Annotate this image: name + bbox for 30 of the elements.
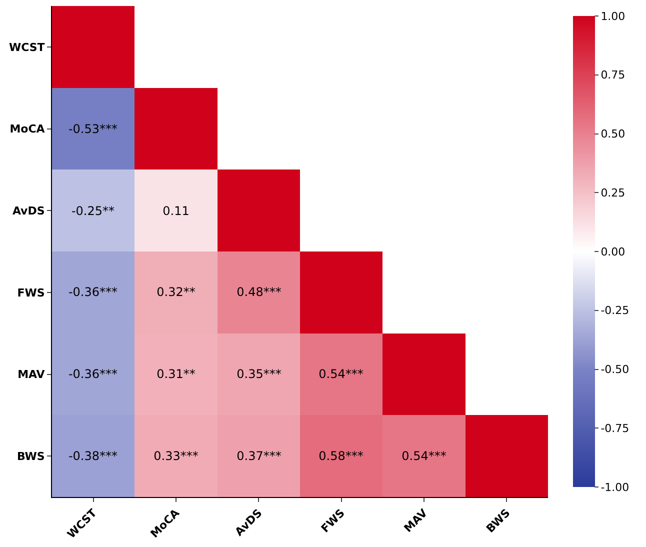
data-label: -0.53*** bbox=[68, 122, 118, 136]
data-label: 0.11 bbox=[162, 204, 190, 218]
y-tick-label: MoCA bbox=[10, 122, 46, 136]
color-bar-label: 0.25 bbox=[600, 186, 626, 200]
data-label: 0.31** bbox=[156, 367, 196, 382]
data-label: -0.38*** bbox=[68, 449, 118, 464]
color-bar-label: 0.50 bbox=[600, 128, 626, 141]
data-label: 0.37*** bbox=[236, 449, 282, 464]
data-label: 0.54*** bbox=[402, 449, 446, 464]
y-tick-label: MAV bbox=[18, 368, 46, 382]
data-label: -0.25** bbox=[71, 204, 115, 218]
data-label: 0.54*** bbox=[318, 367, 364, 382]
color-bar-label: 0.00 bbox=[600, 245, 626, 258]
data-label: 0.33*** bbox=[154, 449, 198, 464]
color-bar-label: -0.50 bbox=[600, 363, 630, 376]
data-label: 0.35*** bbox=[236, 367, 282, 382]
color-bar-label: -1.00 bbox=[600, 480, 630, 494]
color-bar-label: -0.25 bbox=[600, 304, 630, 318]
color-bar-label: 1.00 bbox=[600, 10, 626, 23]
data-label: 0.32** bbox=[156, 285, 196, 300]
y-tick-label: BWS bbox=[16, 450, 45, 463]
data-label: -0.36*** bbox=[68, 367, 118, 382]
data-label: 0.58*** bbox=[318, 449, 364, 464]
y-tick-label: FWS bbox=[17, 286, 45, 300]
data-label: -0.36*** bbox=[68, 285, 118, 300]
color-bar-label: -0.75 bbox=[600, 422, 630, 435]
data-label: 0.48*** bbox=[236, 285, 282, 300]
color-bar-label: 0.75 bbox=[600, 68, 626, 82]
y-tick-label: AvDS bbox=[12, 204, 45, 218]
y-tick-label: WCST bbox=[8, 40, 46, 54]
